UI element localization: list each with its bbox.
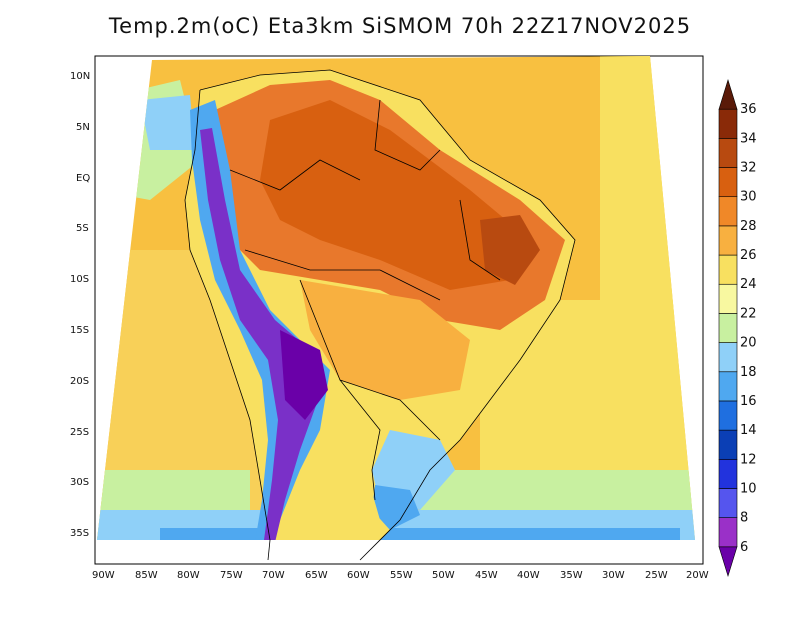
colorbar-swatch xyxy=(718,546,738,578)
colorbar-label: 20 xyxy=(740,336,757,351)
lon-label: 60W xyxy=(347,570,370,581)
lon-label: 70W xyxy=(262,570,285,581)
colorbar-swatch xyxy=(718,313,738,343)
colorbar: 6 8 10 12 14 16 18 20 22 24 26 28 30 32 34 36 xyxy=(718,78,757,578)
lat-label: 35S xyxy=(70,528,89,539)
lon-label: 45W xyxy=(475,570,498,581)
colorbar-label: 6 xyxy=(740,540,748,555)
lon-label: 20W xyxy=(686,570,709,581)
colorbar-label: 10 xyxy=(740,481,757,496)
lat-label: 25S xyxy=(70,427,89,438)
lat-label: 5S xyxy=(76,223,89,234)
uruguay-cold xyxy=(372,485,420,530)
lat-label: 10S xyxy=(70,274,89,285)
colorbar-swatch xyxy=(718,517,738,548)
colorbar-label: 32 xyxy=(740,161,757,176)
lon-label: 55W xyxy=(390,570,413,581)
lon-label: 50W xyxy=(432,570,455,581)
colorbar-swatch xyxy=(718,283,738,314)
lon-label: 65W xyxy=(305,570,328,581)
colorbar-label: 30 xyxy=(740,190,757,205)
lon-label: 85W xyxy=(135,570,158,581)
colorbar-label: 26 xyxy=(740,248,757,263)
colorbar-swatch xyxy=(718,429,738,460)
colorbar-label: 14 xyxy=(740,423,757,438)
colorbar-label: 34 xyxy=(740,131,757,146)
lon-label: 40W xyxy=(517,570,540,581)
amazon-hotter xyxy=(260,100,530,290)
lat-label: EQ xyxy=(76,173,90,184)
colorbar-label: 36 xyxy=(740,102,757,117)
colorbar-label: 28 xyxy=(740,219,757,234)
colorbar-swatch xyxy=(718,78,738,110)
northeast-hot-core xyxy=(480,215,540,285)
colorbar-swatch xyxy=(718,108,738,139)
colorbar-label: 8 xyxy=(740,511,748,526)
colorbar-swatch xyxy=(718,167,738,198)
colorbar-swatch xyxy=(718,196,738,227)
lon-label: 25W xyxy=(645,570,668,581)
colorbar-label: 16 xyxy=(740,394,757,409)
lon-label: 75W xyxy=(220,570,243,581)
lat-label: 15S xyxy=(70,325,89,336)
colorbar-swatch xyxy=(718,254,738,285)
lon-label: 80W xyxy=(177,570,200,581)
colorbar-swatch xyxy=(718,342,738,373)
lat-label: 10N xyxy=(70,71,90,82)
colorbar-label: 12 xyxy=(740,452,757,467)
pacific-blue-patch xyxy=(140,95,195,150)
colorbar-swatch xyxy=(718,458,738,489)
colorbar-label: 24 xyxy=(740,277,757,292)
longitude-axis: 90W 85W 80W 75W 70W 65W 60W 55W 50W 45W … xyxy=(92,570,709,581)
colorbar-swatch xyxy=(718,488,738,518)
lon-label: 90W xyxy=(92,570,115,581)
lon-label: 30W xyxy=(602,570,625,581)
lon-label: 35W xyxy=(560,570,583,581)
map-title: Temp.2m(oC) Eta3km SiSMOM 70h 22Z17NOV20… xyxy=(108,14,692,38)
colorbar-swatch xyxy=(718,225,738,256)
temperature-field xyxy=(97,56,695,540)
colorbar-swatch xyxy=(718,400,738,431)
lat-label: 20S xyxy=(70,376,89,387)
lat-label: 5N xyxy=(76,122,90,133)
colorbar-label: 18 xyxy=(740,365,757,380)
colorbar-label: 22 xyxy=(740,306,757,321)
country-boundaries xyxy=(184,69,576,561)
andes-cold xyxy=(200,128,318,540)
lat-label: 30S xyxy=(70,477,89,488)
latitude-axis: 10N 5N EQ 5S 10S 15S 20S 25S 30S 35S xyxy=(70,71,90,539)
altiplano-cold xyxy=(280,330,328,420)
colorbar-swatch xyxy=(718,138,738,168)
central-brazil xyxy=(300,280,470,400)
colorbar-swatch xyxy=(718,371,738,402)
